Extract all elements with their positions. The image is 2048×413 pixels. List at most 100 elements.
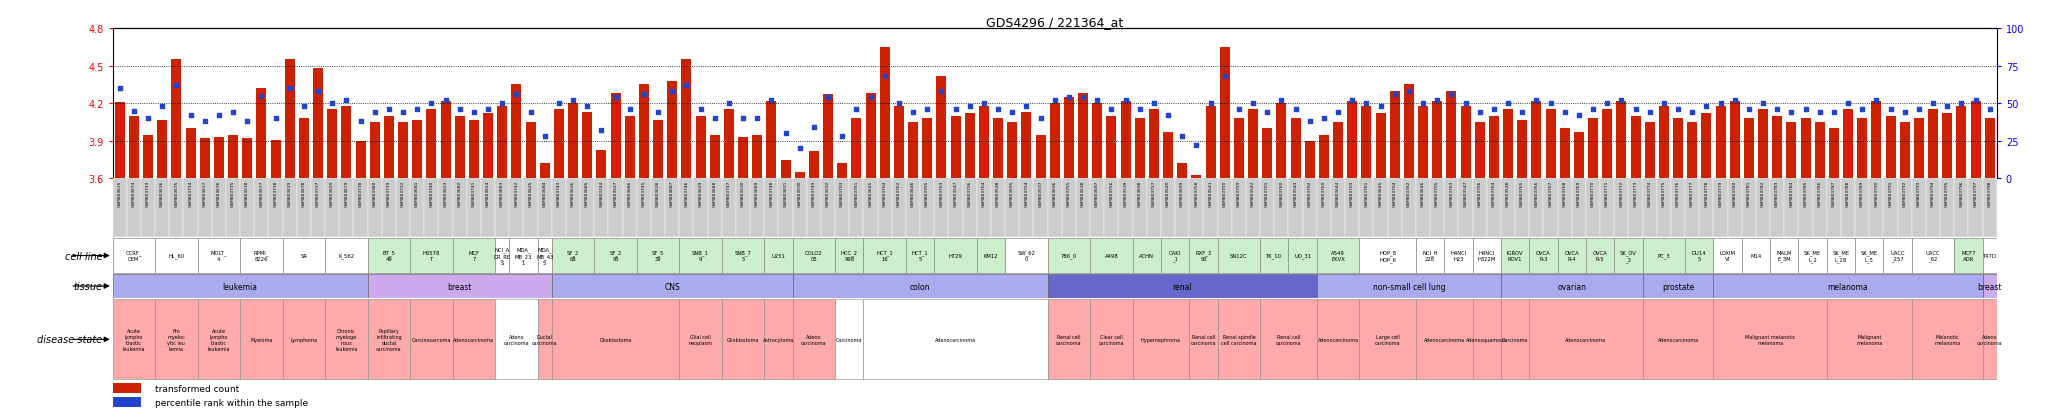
Text: GSM803682: GSM803682 [457,180,461,206]
Bar [1870,179,1884,238]
Text: GSM803777: GSM803777 [1690,180,1694,206]
Bar [1161,239,1190,273]
Bar [410,179,424,238]
Point [1223,107,1255,113]
Bar [694,179,709,238]
Bar [1982,275,1997,298]
Bar [1827,239,1855,273]
Bar [778,179,793,238]
Point [1407,101,1440,107]
Text: GSM803616: GSM803616 [160,180,164,206]
Bar [1628,179,1642,238]
Point [160,83,193,89]
Bar [1061,179,1075,238]
Text: NCI_H
228: NCI_H 228 [1423,250,1438,262]
Text: HCT_1
16: HCT_1 16 [877,250,893,262]
Point [500,92,532,98]
Bar [1376,114,1386,179]
Bar [1090,179,1104,238]
Point [401,107,434,113]
Point [188,119,221,125]
Text: GSM803742: GSM803742 [514,180,518,206]
Text: GSM803738: GSM803738 [274,180,279,206]
Bar [158,120,168,179]
Text: GSM803738: GSM803738 [358,180,362,206]
Text: GSM803745: GSM803745 [641,180,645,206]
Text: GSM803798: GSM803798 [1989,180,1993,206]
Bar [1954,239,1982,273]
Point [926,89,958,95]
Text: GSM803687: GSM803687 [670,180,674,206]
Text: GSM803706: GSM803706 [1479,180,1481,206]
Bar [1415,299,1473,380]
Point [713,101,745,107]
Bar [608,179,623,238]
Text: GSM803543: GSM803543 [1294,180,1298,206]
Bar [1288,239,1317,273]
Bar [1841,179,1855,238]
Text: BT_5
49: BT_5 49 [383,250,395,262]
Point [967,101,999,107]
Text: GSM803623: GSM803623 [444,180,449,206]
Text: percentile rank within the sample: percentile rank within the sample [156,398,307,407]
Text: GSM803700: GSM803700 [1223,180,1227,206]
Text: Renal cell
carcinoma: Renal cell carcinoma [1190,334,1217,345]
Bar [342,107,352,179]
Point [940,107,973,113]
Bar [1686,179,1700,238]
Bar [410,239,453,273]
Bar [184,179,199,238]
Text: GSM803698: GSM803698 [1139,180,1141,206]
Bar [838,164,848,179]
Text: GSM803704: GSM803704 [883,180,887,206]
Bar [1954,179,1968,238]
Text: UO_31: UO_31 [1294,253,1311,259]
Text: breast: breast [446,282,471,291]
Bar [354,179,369,238]
Text: GSM803733: GSM803733 [145,180,150,206]
Text: Adenocarcinoma: Adenocarcinoma [1565,337,1606,342]
Text: LOXIM
VI: LOXIM VI [1720,251,1735,261]
Bar [1303,179,1317,238]
Point [117,108,150,115]
Text: GSM803702: GSM803702 [1309,180,1311,206]
Bar [836,239,864,273]
Text: GSM803774: GSM803774 [1649,180,1653,206]
Bar [496,239,510,273]
Text: GSM803590: GSM803590 [799,180,801,206]
Point [557,97,590,104]
Text: GSM803784: GSM803784 [1790,180,1794,206]
Bar [1599,179,1614,238]
Bar [1927,110,1937,179]
Text: H4NCI
H23: H4NCI H23 [1450,251,1466,261]
Bar [412,120,422,179]
Text: PC_3: PC_3 [1657,253,1671,259]
Bar [866,94,874,179]
Bar [113,299,156,380]
Text: GSM803744: GSM803744 [600,180,604,206]
Bar [1688,123,1698,179]
Point [1350,101,1382,107]
Point [1364,104,1397,110]
Point [1294,119,1327,125]
Bar [1501,239,1530,273]
Bar [1219,179,1231,238]
Bar [1642,275,1714,298]
Bar [680,299,721,380]
Point [1208,74,1241,80]
Bar [227,135,238,179]
Bar [1178,164,1188,179]
Bar [426,110,436,179]
Bar [836,179,850,238]
Point [1053,95,1085,101]
Bar [1741,239,1769,273]
Bar [283,239,326,273]
Bar [1104,179,1118,238]
Bar [596,150,606,179]
Bar [1075,179,1090,238]
Text: GSM803542: GSM803542 [1251,180,1255,206]
Bar [1642,299,1714,380]
Bar [113,179,127,238]
Title: GDS4296 / 221364_at: GDS4296 / 221364_at [985,16,1124,29]
Text: GSM803675: GSM803675 [174,180,178,206]
